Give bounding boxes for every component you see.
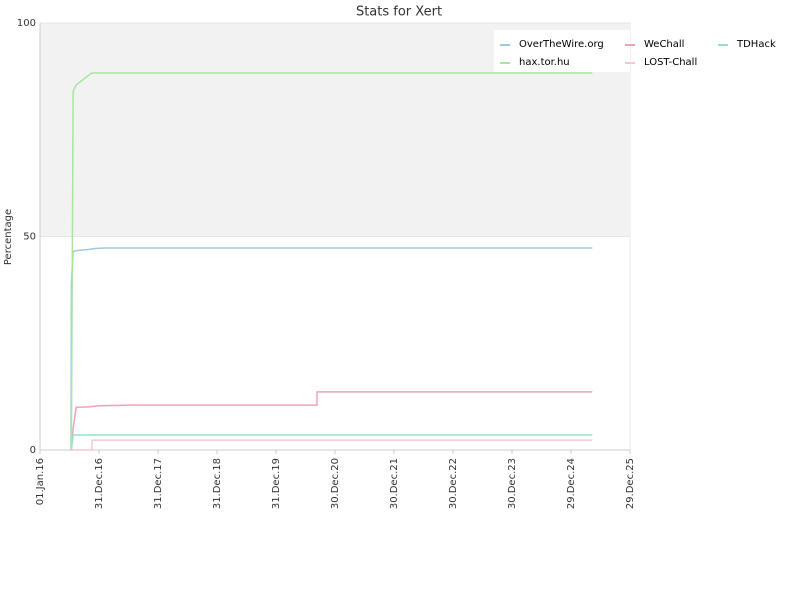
series-line [71,439,593,451]
series-line [70,72,593,451]
legend-label: LOST-Chall [644,57,697,68]
legend-label: WeChall [644,39,684,50]
x-tick-label: 30.Dec.22 [448,458,459,509]
y-tick-label: 50 [23,232,36,243]
y-axis-label: Percentage [3,209,14,265]
x-tick-label: 01.Jan.16 [35,458,46,505]
x-tick-label: 30.Dec.20 [330,458,341,509]
x-tick-label: 31.Dec.19 [271,458,282,509]
x-tick-label: 29.Dec.24 [566,458,577,509]
x-tick-label: 31.Dec.18 [212,458,223,509]
legend-label: TDHack [736,39,776,50]
y-tick-label: 0 [30,445,36,456]
series-line [70,247,593,451]
legend-label: OverTheWire.org [519,39,604,50]
x-tick-label: 30.Dec.23 [507,458,518,509]
series-line [70,434,593,451]
series-line [70,391,593,451]
legend: OverTheWire.org WeChall TDHack hax.tor.hu LO… [494,30,776,72]
y-tick-label: 100 [17,18,36,29]
x-tick-label: 31.Dec.16 [94,458,105,509]
legend-box [494,30,630,72]
legend-label: hax.tor.hu [519,57,570,68]
chart-title: Stats for Xert [356,5,442,20]
x-tick-label: 31.Dec.17 [153,458,164,509]
x-tick-label: 30.Dec.21 [389,458,400,509]
x-tick-label: 29.Dec.25 [625,458,636,509]
